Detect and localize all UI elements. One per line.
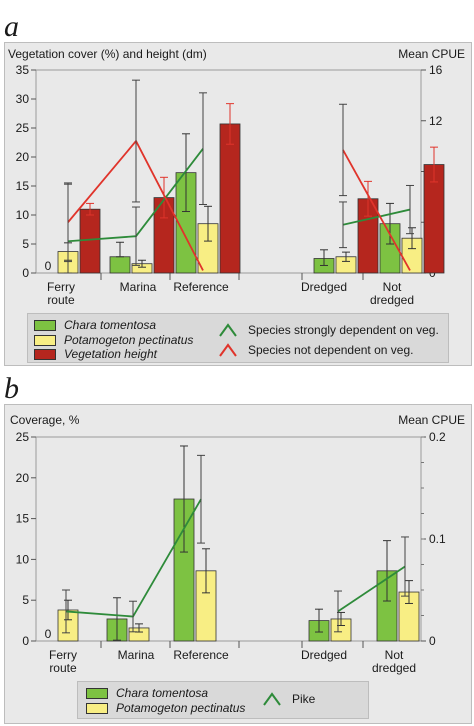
legend-item-potamogeton: Potamogeton pectinatus bbox=[34, 333, 193, 347]
panel-b: Coverage, % Mean CPUE Chara tomentosa Po… bbox=[4, 404, 472, 724]
a-bar-height bbox=[219, 123, 241, 274]
a-category-label: route bbox=[47, 293, 75, 307]
b-left-tick-label: 25 bbox=[16, 430, 30, 444]
a-left-tick-label: 25 bbox=[16, 121, 30, 135]
panel-a-letter: a bbox=[4, 10, 19, 43]
legend-item-potamogeton-b: Potamogeton pectinatus bbox=[86, 701, 245, 715]
legend-label-potamogeton-b: Potamogeton pectinatus bbox=[116, 701, 246, 715]
b-category-label: Not bbox=[385, 648, 404, 662]
b-line-pike bbox=[337, 565, 406, 613]
legend-label-chara: Chara tomentosa bbox=[64, 318, 157, 332]
legend-item-red-line: Species not dependent on veg. bbox=[218, 343, 413, 357]
b-category-label: Dredged bbox=[301, 648, 347, 662]
a-category-label: Marina bbox=[120, 280, 157, 294]
legend-item-chara-b: Chara tomentosa bbox=[86, 686, 208, 700]
panel-b-letter: b bbox=[4, 372, 19, 405]
a-bar-chara bbox=[109, 256, 131, 274]
legend-item-green-line: Species strongly dependent on veg. bbox=[218, 323, 439, 337]
chara-swatch bbox=[34, 319, 56, 331]
b-category-label: route bbox=[49, 661, 77, 675]
legend-item-chara: Chara tomentosa bbox=[34, 318, 156, 332]
red-line-glyph bbox=[219, 343, 237, 357]
a-left-tick-label: 20 bbox=[16, 150, 30, 164]
a-right-tick-label: 16 bbox=[429, 63, 443, 77]
chara-swatch-b bbox=[86, 687, 108, 699]
b-left-tick-label: 5 bbox=[22, 593, 29, 607]
legend-label-chara-b: Chara tomentosa bbox=[116, 686, 209, 700]
legend-label-height: Vegetation height bbox=[64, 347, 157, 361]
a-zero-label: 0 bbox=[45, 259, 52, 273]
b-plot-frame bbox=[35, 436, 422, 642]
potamogeton-swatch bbox=[34, 334, 56, 346]
a-bar-height bbox=[79, 208, 101, 274]
a-left-tick-label: 35 bbox=[16, 63, 30, 77]
a-left-tick-label: 10 bbox=[16, 208, 30, 222]
panel-a-left-axis-label: Vegetation cover (%) and height (dm) bbox=[8, 47, 207, 61]
a-left-tick-label: 0 bbox=[22, 266, 29, 280]
b-category-label: dredged bbox=[372, 661, 416, 675]
a-category-label: Ferry bbox=[47, 280, 75, 294]
a-category-label: Reference bbox=[173, 280, 229, 294]
a-line-green_line bbox=[342, 208, 411, 226]
b-category-label: Marina bbox=[118, 648, 155, 662]
b-right-tick-label: 0 bbox=[429, 634, 436, 648]
b-left-tick-label: 10 bbox=[16, 552, 30, 566]
panel-a-legend: Chara tomentosa Potamogeton pectinatus V… bbox=[27, 313, 449, 363]
potamogeton-swatch-b bbox=[86, 702, 108, 714]
b-right-tick-label: 0.1 bbox=[429, 532, 446, 546]
legend-label-pike: Pike bbox=[292, 692, 316, 706]
legend-label-potamogeton: Potamogeton pectinatus bbox=[64, 333, 194, 347]
panel-a-right-axis-label: Mean CPUE bbox=[398, 47, 465, 61]
legend-item-height: Vegetation height bbox=[34, 347, 157, 361]
b-left-tick-label: 0 bbox=[22, 634, 29, 648]
height-swatch bbox=[34, 348, 56, 360]
legend-label-green-line: Species strongly dependent on veg. bbox=[248, 323, 439, 337]
a-right-tick-label: 12 bbox=[429, 114, 443, 128]
a-category-label: Dredged bbox=[301, 280, 347, 294]
a-category-label: Not bbox=[383, 280, 402, 294]
b-zero-label: 0 bbox=[45, 627, 52, 641]
a-category-label: dredged bbox=[370, 293, 414, 307]
b-category-label: Ferry bbox=[49, 648, 77, 662]
panel-b-legend: Chara tomentosa Potamogeton pectinatus P… bbox=[77, 681, 369, 719]
legend-label-red-line: Species not dependent on veg. bbox=[248, 343, 414, 357]
b-left-tick-label: 20 bbox=[16, 471, 30, 485]
a-left-tick-label: 5 bbox=[22, 237, 29, 251]
b-right-tick-label: 0.2 bbox=[429, 430, 446, 444]
pike-line-glyph bbox=[263, 692, 281, 706]
b-category-label: Reference bbox=[173, 648, 229, 662]
a-line-red_line bbox=[342, 149, 411, 271]
b-left-tick-label: 15 bbox=[16, 512, 30, 526]
panel-b-left-axis-label: Coverage, % bbox=[10, 413, 80, 427]
a-left-tick-label: 15 bbox=[16, 179, 30, 193]
green-line-glyph bbox=[219, 323, 237, 337]
a-left-tick-label: 30 bbox=[16, 92, 30, 106]
panel-b-right-axis-label: Mean CPUE bbox=[398, 413, 465, 427]
legend-item-pike: Pike bbox=[262, 692, 315, 706]
